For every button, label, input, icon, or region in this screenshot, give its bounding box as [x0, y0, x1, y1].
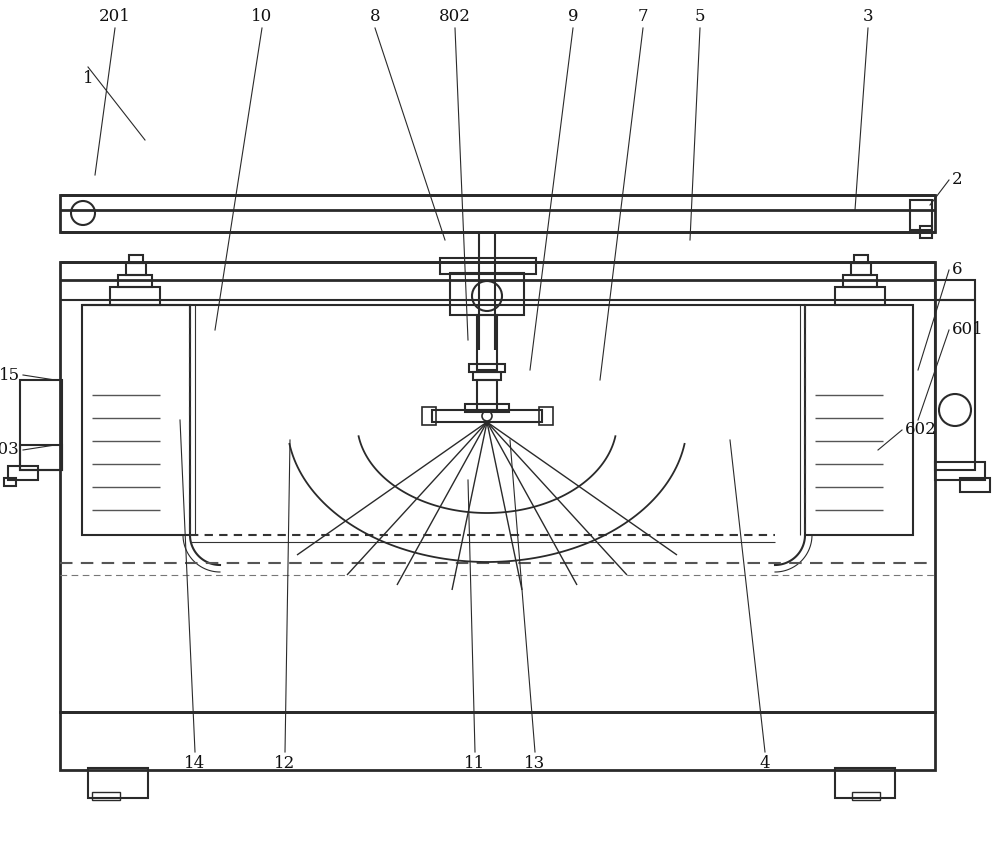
- Bar: [4, 478, 16, 486]
- Bar: [20, 380, 62, 470]
- Bar: [450, 273, 524, 315]
- Text: 802: 802: [439, 8, 471, 25]
- Text: 11: 11: [464, 755, 486, 772]
- Bar: [473, 372, 501, 380]
- Text: 4: 4: [760, 755, 770, 772]
- Text: 12: 12: [274, 755, 296, 772]
- Bar: [852, 792, 880, 800]
- Bar: [432, 410, 542, 422]
- Bar: [60, 262, 935, 712]
- Bar: [129, 255, 143, 263]
- Bar: [88, 768, 148, 798]
- Bar: [539, 407, 553, 425]
- Bar: [92, 792, 120, 800]
- Bar: [422, 407, 436, 425]
- Text: 7: 7: [638, 8, 648, 25]
- Text: 2: 2: [952, 171, 963, 188]
- Text: 5: 5: [695, 8, 705, 25]
- Text: 13: 13: [524, 755, 546, 772]
- Bar: [835, 287, 885, 305]
- Bar: [465, 404, 509, 412]
- Bar: [854, 255, 868, 263]
- Text: 15: 15: [0, 366, 20, 384]
- Bar: [477, 315, 497, 370]
- Text: 8: 8: [370, 8, 380, 25]
- Bar: [920, 226, 932, 238]
- Text: 603: 603: [0, 441, 20, 458]
- Bar: [477, 380, 497, 410]
- Bar: [126, 263, 146, 275]
- Bar: [843, 275, 877, 287]
- Bar: [60, 712, 935, 770]
- Bar: [469, 364, 505, 372]
- Bar: [960, 478, 990, 492]
- Text: 601: 601: [952, 322, 984, 339]
- Text: 6: 6: [952, 261, 962, 279]
- Text: 201: 201: [99, 8, 131, 25]
- Text: 1: 1: [83, 70, 93, 87]
- Bar: [60, 195, 935, 232]
- Bar: [110, 287, 160, 305]
- Bar: [20, 445, 62, 470]
- Text: 14: 14: [184, 755, 206, 772]
- Text: 3: 3: [863, 8, 873, 25]
- Bar: [935, 300, 975, 470]
- Bar: [118, 275, 152, 287]
- Bar: [835, 768, 895, 798]
- Bar: [910, 200, 932, 230]
- Bar: [440, 258, 536, 274]
- Bar: [935, 462, 985, 480]
- Bar: [805, 305, 913, 535]
- Bar: [8, 466, 38, 480]
- Bar: [82, 305, 190, 535]
- Text: 602: 602: [905, 421, 937, 439]
- Text: 10: 10: [251, 8, 273, 25]
- Bar: [935, 280, 975, 300]
- Text: 9: 9: [568, 8, 578, 25]
- Bar: [851, 263, 871, 275]
